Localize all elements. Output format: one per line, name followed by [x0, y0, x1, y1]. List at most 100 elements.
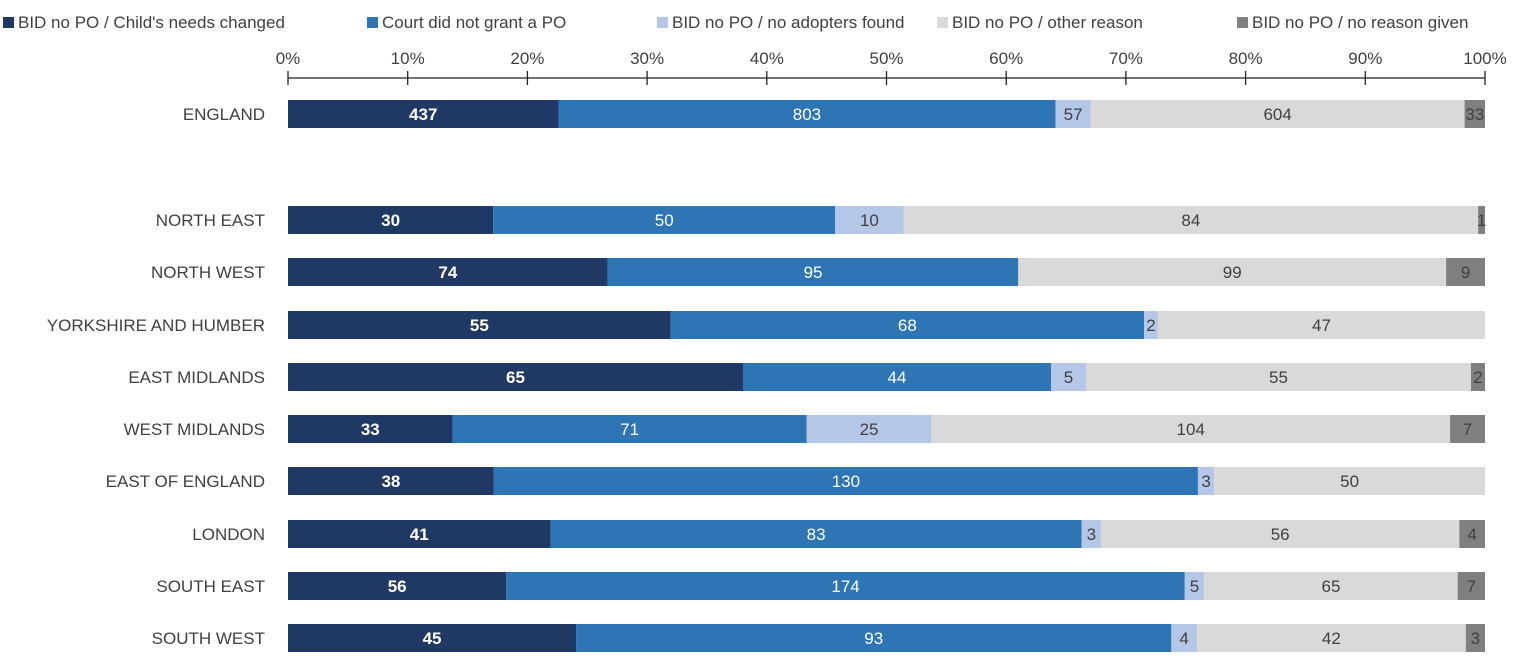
data-label: 50	[1340, 472, 1359, 491]
data-label: 4	[1179, 629, 1188, 648]
data-label: 99	[1223, 263, 1242, 282]
data-label: 45	[423, 629, 442, 648]
data-label: 84	[1181, 211, 1200, 230]
legend-label: Court did not grant a PO	[382, 13, 566, 32]
data-label: 47	[1312, 316, 1331, 335]
x-tick-label: 30%	[630, 49, 664, 68]
data-label: 9	[1461, 263, 1470, 282]
data-label: 2	[1146, 316, 1155, 335]
data-label: 93	[864, 629, 883, 648]
data-label: 33	[1465, 105, 1484, 124]
category-label: ENGLAND	[183, 105, 265, 124]
bar-segment	[576, 624, 1172, 652]
legend-swatch	[937, 17, 948, 28]
data-label: 7	[1463, 420, 1472, 439]
data-label: 41	[410, 525, 429, 544]
data-label: 803	[793, 105, 821, 124]
category-label: SOUTH EAST	[156, 577, 265, 596]
legend-label: BID no PO / Child's needs changed	[18, 13, 285, 32]
data-label: 95	[804, 263, 823, 282]
bar-segment	[1214, 467, 1485, 495]
x-tick-label: 20%	[510, 49, 544, 68]
bar-segment	[931, 415, 1451, 443]
bar-segment	[288, 467, 494, 495]
data-label: 42	[1322, 629, 1341, 648]
data-label: 5	[1064, 368, 1073, 387]
data-label: 30	[381, 211, 400, 230]
bar-segment	[1457, 572, 1485, 600]
data-label: 38	[381, 472, 400, 491]
data-label: 437	[409, 105, 437, 124]
bar-segment	[1171, 624, 1197, 652]
legend-label: BID no PO / no reason given	[1252, 13, 1468, 32]
data-label: 2	[1473, 368, 1482, 387]
bar-segment	[550, 520, 1082, 548]
category-label: SOUTH WEST	[152, 629, 265, 648]
data-label: 83	[807, 525, 826, 544]
legend: BID no PO / Child's needs changed Court d…	[3, 13, 1468, 32]
bar-segment	[1196, 624, 1466, 652]
bar-segment	[288, 520, 551, 548]
data-label: 25	[860, 420, 879, 439]
x-tick-label: 90%	[1348, 49, 1382, 68]
bar-segment	[1197, 467, 1215, 495]
bar-segment	[1081, 520, 1101, 548]
bar-segment	[1184, 572, 1205, 600]
bar-segment	[607, 258, 1019, 286]
bar-segment	[1204, 572, 1458, 600]
bar-segment	[1143, 311, 1158, 339]
bar-segment	[493, 467, 1198, 495]
bar-segment	[903, 206, 1479, 234]
bar-segment	[1446, 258, 1485, 286]
bar-segment	[1464, 100, 1485, 128]
category-label: EAST MIDLANDS	[128, 368, 265, 387]
bar-segment	[558, 100, 1056, 128]
data-label: 3	[1201, 472, 1210, 491]
bar-segment	[288, 258, 608, 286]
x-tick-label: 0%	[276, 49, 301, 68]
bar-segment	[835, 206, 904, 234]
x-tick-label: 80%	[1229, 49, 1263, 68]
bar-segment	[1100, 520, 1460, 548]
category-label: EAST OF ENGLAND	[106, 472, 265, 491]
bar-segment	[288, 311, 671, 339]
x-tick-label: 60%	[989, 49, 1023, 68]
bar-segment	[1465, 624, 1485, 652]
bar-segment	[1055, 100, 1091, 128]
x-tick-label: 100%	[1463, 49, 1506, 68]
bar-segment	[1478, 206, 1485, 234]
bar-segment	[1471, 363, 1485, 391]
legend-label: BID no PO / no adopters found	[672, 13, 904, 32]
data-label: 55	[1269, 368, 1288, 387]
data-label: 50	[655, 211, 674, 230]
category-labels: ENGLAND NORTH EAST NORTH WEST YORKSHIRE AND…	[47, 105, 265, 648]
legend-swatch	[657, 17, 668, 28]
data-label: 44	[888, 368, 907, 387]
x-tick-label: 50%	[869, 49, 903, 68]
data-label: 55	[470, 316, 489, 335]
data-label: 56	[1271, 525, 1290, 544]
bar-segment	[288, 100, 559, 128]
data-label: 130	[832, 472, 860, 491]
bar-segment	[506, 572, 1185, 600]
bar-segment	[1450, 415, 1485, 443]
bar-segment	[743, 363, 1051, 391]
data-label: 5	[1190, 577, 1199, 596]
data-label: 68	[898, 316, 917, 335]
data-label: 71	[620, 420, 639, 439]
bar-segment	[1018, 258, 1447, 286]
data-label: 604	[1263, 105, 1291, 124]
data-label: 65	[506, 368, 525, 387]
data-label: 104	[1177, 420, 1205, 439]
data-label: 57	[1064, 105, 1083, 124]
data-label: 74	[438, 263, 457, 282]
bar-segment	[452, 415, 807, 443]
data-label: 7	[1467, 577, 1476, 596]
bar-segment	[288, 363, 743, 391]
x-axis: 0% 10% 20% 30% 40% 50% 60% 70% 80% 90% 100%	[276, 49, 1507, 85]
category-label: WEST MIDLANDS	[124, 420, 265, 439]
x-tick-label: 10%	[391, 49, 425, 68]
legend-swatch	[1237, 17, 1248, 28]
